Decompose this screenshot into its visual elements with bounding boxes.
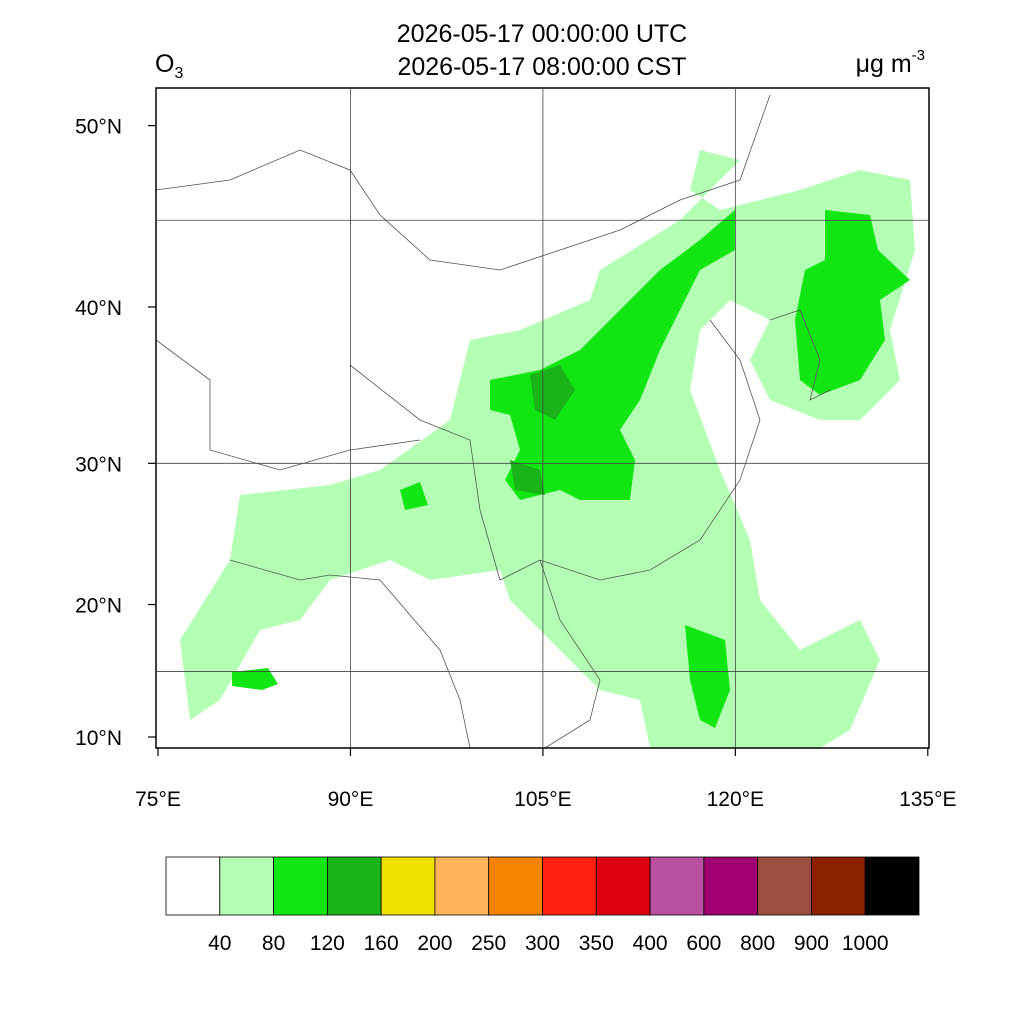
colorbar-box: [488, 856, 543, 916]
borders: [156, 94, 831, 748]
colorbar-box: [595, 856, 651, 916]
lon-tick-label: 75°E: [135, 788, 181, 811]
lon-tick-label: 105°E: [514, 788, 571, 811]
variable-subscript: 3: [174, 65, 183, 82]
lon-tick-label: 135°E: [899, 788, 956, 811]
colorbar-box: [380, 856, 436, 916]
title-utc: 2026-05-17 00:00:00 UTC: [397, 20, 687, 48]
colorbar-box: [757, 856, 812, 916]
colorbar-label: 600: [686, 932, 721, 955]
lat-tick-label: 40°N: [75, 297, 122, 320]
o3-region: [400, 482, 428, 510]
colorbar-box: [542, 856, 597, 916]
colorbar-box: [219, 856, 274, 916]
colorbar-label: 200: [417, 932, 452, 955]
colorbar-label: 40: [208, 932, 231, 955]
colorbar-box: [864, 856, 920, 916]
lat-tick-label: 10°N: [75, 727, 122, 750]
lat-tick-label: 20°N: [75, 595, 122, 618]
colorbar-label: 350: [579, 932, 614, 955]
o3-region: [685, 625, 730, 728]
colorbar-box: [811, 856, 866, 916]
lat-tick-label: 50°N: [75, 116, 122, 139]
lon-tick-label: 90°E: [328, 788, 374, 811]
lat-tick-label: 30°N: [75, 453, 122, 476]
variable-symbol: O: [155, 50, 174, 78]
o3-region: [795, 210, 910, 395]
title-cst: 2026-05-17 08:00:00 CST: [397, 53, 686, 81]
units-text: μg m: [856, 50, 912, 78]
colorbar-box: [703, 856, 759, 916]
o3-region: [232, 668, 278, 690]
colorbar-label: 400: [633, 932, 668, 955]
units-superscript: -3: [912, 47, 925, 64]
field: [180, 150, 915, 748]
colorbar-label: 300: [525, 932, 560, 955]
colorbar-label: 800: [740, 932, 775, 955]
o3-region: [510, 460, 545, 495]
variable-label: O3: [155, 50, 183, 82]
colorbar-box: [434, 856, 490, 916]
units-label: μg m-3: [856, 47, 925, 78]
colorbar-label: 900: [794, 932, 829, 955]
colorbar-box: [165, 856, 221, 916]
colorbar-label: 1000: [842, 932, 889, 955]
colorbar-label: 120: [310, 932, 345, 955]
o3-region: [490, 210, 735, 500]
lon-tick-label: 120°E: [707, 788, 764, 811]
colorbar-label: 80: [262, 932, 285, 955]
colorbar-label: 160: [364, 932, 399, 955]
colorbar-box: [273, 856, 328, 916]
colorbar-box: [649, 856, 705, 916]
colorbar-label: 250: [471, 932, 506, 955]
colorbar-box: [326, 856, 382, 916]
o3-region: [530, 365, 575, 420]
